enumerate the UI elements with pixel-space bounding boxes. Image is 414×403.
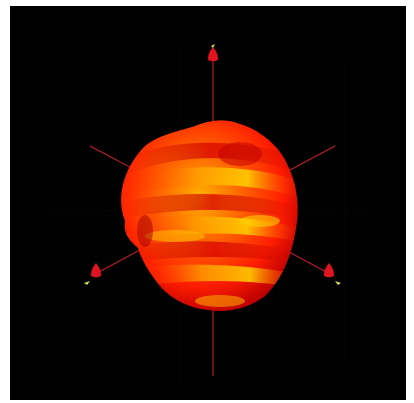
x-axis-arrowhead-icon[interactable] — [84, 263, 101, 285]
axis-markers — [84, 44, 341, 285]
surface-body[interactable] — [121, 120, 298, 311]
3d-viewport[interactable] — [10, 6, 406, 400]
surface-bands — [125, 142, 298, 307]
scene-canvas[interactable] — [10, 6, 406, 400]
z-axis-arrowhead-icon[interactable] — [208, 44, 218, 62]
surface-plot[interactable] — [121, 120, 300, 311]
y-axis-arrowhead-icon[interactable] — [324, 263, 341, 285]
